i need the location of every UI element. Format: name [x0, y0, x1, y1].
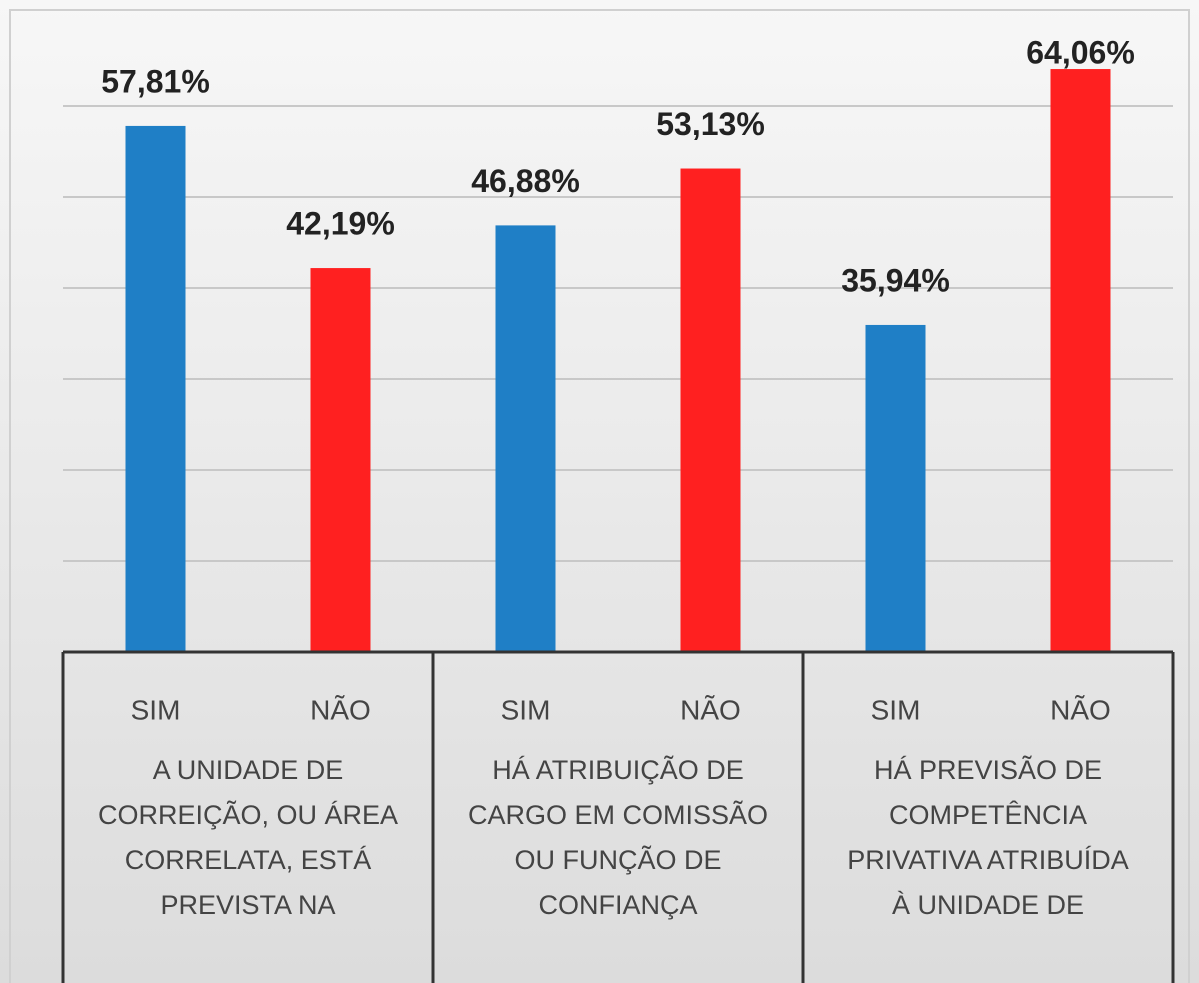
group-label: CORREIÇÃO, OU ÁREA — [98, 799, 398, 830]
data-label: 42,19% — [286, 206, 395, 242]
group-label: À UNIDADE DE — [892, 890, 1084, 920]
data-label: 46,88% — [471, 163, 580, 199]
group-label: CONFIANÇA — [538, 890, 697, 920]
group-label: CARGO EM COMISSÃO — [468, 799, 768, 830]
bar — [1050, 69, 1111, 652]
group-label: PREVISTA NA — [160, 890, 335, 920]
bar — [125, 125, 186, 652]
x-tick-label: NÃO — [1050, 694, 1111, 725]
bar — [310, 268, 371, 652]
group-label: CORRELATA, ESTÁ — [125, 845, 372, 875]
group-label: A UNIDADE DE — [153, 755, 344, 785]
bar — [865, 324, 926, 652]
x-tick-label: NÃO — [680, 694, 741, 725]
group-label: HÁ PREVISÃO DE — [874, 754, 1102, 785]
frame — [9, 9, 1190, 983]
group-label: COMPETÊNCIA — [889, 799, 1087, 830]
data-label: 57,81% — [101, 63, 210, 99]
bar — [680, 168, 741, 652]
group-label: HÁ ATRIBUIÇÃO DE — [492, 754, 744, 785]
x-tick-label: NÃO — [310, 694, 371, 725]
group-label: OU FUNÇÃO DE — [514, 844, 721, 875]
data-label: 64,06% — [1026, 34, 1135, 70]
x-tick-label: SIM — [871, 694, 921, 725]
x-tick-label: SIM — [131, 694, 181, 725]
x-tick-label: SIM — [501, 694, 551, 725]
group-label: PRIVATIVA ATRIBUÍDA — [847, 845, 1129, 875]
bar — [495, 225, 556, 652]
data-label: 35,94% — [841, 262, 950, 298]
data-label: 53,13% — [656, 106, 765, 142]
